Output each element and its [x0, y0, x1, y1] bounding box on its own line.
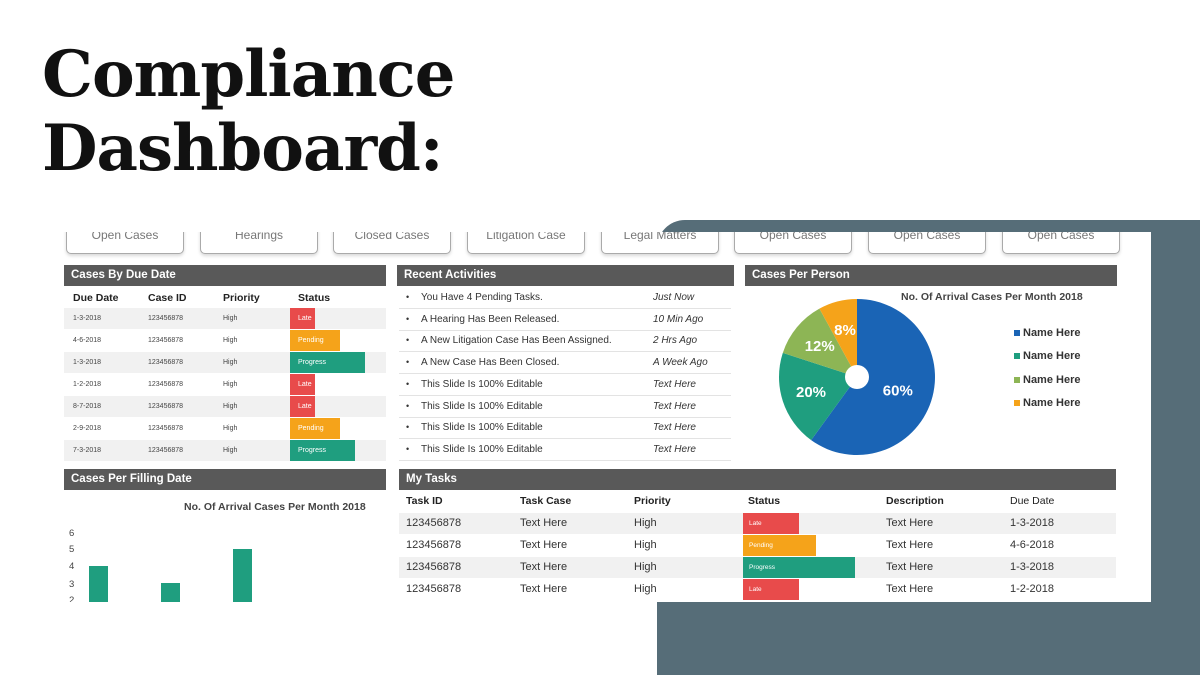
status-badge: Pending: [290, 418, 340, 439]
pie-slice: [819, 299, 857, 377]
task-col-status: Status: [748, 495, 781, 507]
pie-chart-title: No. Of Arrival Cases Per Month 2018: [901, 291, 1083, 303]
activity-item: • A New Litigation Case Has Been Assigned…: [399, 330, 731, 352]
pie-value-label: 12%: [805, 338, 835, 355]
slide-title-line1: Compliance: [42, 37, 455, 112]
due-row: 2-9-2018 123456878 High Pending: [64, 418, 386, 439]
due-col-case-id: Case ID: [148, 292, 187, 304]
tab-legal-matters[interactable]: Legal Matters: [601, 232, 719, 254]
bar: [89, 566, 108, 602]
status-badge: Progress: [290, 352, 365, 373]
activity-item: • This Slide Is 100% Editable Text Here: [399, 396, 731, 418]
y-tick-label: 3: [69, 579, 75, 590]
status-badge: Late: [290, 396, 315, 417]
tab-open-cases-3[interactable]: Open Cases: [868, 232, 986, 254]
status-badge: Late: [290, 308, 315, 329]
due-row: 1-2-2018 123456878 High Late: [64, 374, 386, 395]
due-col-priority: Priority: [223, 292, 260, 304]
tab-open-cases-2[interactable]: Open Cases: [734, 232, 852, 254]
status-badge: Progress: [290, 440, 355, 461]
pie-slice: [779, 352, 857, 441]
pie-slice: [811, 299, 935, 455]
slide-title: Compliance Dashboard:: [42, 37, 455, 186]
task-col-case: Task Case: [520, 495, 572, 507]
task-row: 123456878 Text Here High Progress Text H…: [399, 557, 1116, 578]
tab-hearings[interactable]: Hearings: [200, 232, 318, 254]
due-row: 7-3-2018 123456878 High Progress: [64, 440, 386, 461]
legend-item: Name Here: [1014, 374, 1080, 386]
legend-swatch: [1014, 353, 1020, 360]
task-col-description: Description: [886, 495, 944, 507]
activity-item: • This Slide Is 100% Editable Text Here: [399, 374, 731, 396]
activity-item: • A Hearing Has Been Released. 10 Min Ago: [399, 309, 731, 331]
due-row: 8-7-2018 123456878 High Late: [64, 396, 386, 417]
pie-value-label: 20%: [796, 384, 826, 401]
status-badge: Late: [290, 374, 315, 395]
legend-item: Name Here: [1014, 350, 1080, 362]
task-row: 123456878 Text Here High Late Text Here …: [399, 579, 1116, 600]
task-row: 123456878 Text Here High Late Text Here …: [399, 513, 1116, 534]
filing-date-header: Cases Per Filling Date: [64, 469, 386, 490]
due-row: 4-6-2018 123456878 High Pending: [64, 330, 386, 351]
status-badge: Progress: [743, 557, 855, 578]
slide-title-line2: Dashboard:: [42, 111, 444, 186]
pie-center-hole: [845, 365, 869, 389]
pie-slice: [782, 308, 857, 377]
legend-item: Name Here: [1014, 327, 1080, 339]
bar: [233, 549, 252, 602]
task-col-id: Task ID: [406, 495, 443, 507]
tab-open-cases[interactable]: Open Cases: [66, 232, 184, 254]
recent-activities-header: Recent Activities: [397, 265, 734, 286]
legend-swatch: [1014, 400, 1020, 407]
task-col-priority: Priority: [634, 495, 671, 507]
status-badge: Pending: [290, 330, 340, 351]
due-row: 1-3-2018 123456878 High Late: [64, 308, 386, 329]
due-row: 1-3-2018 123456878 High Progress: [64, 352, 386, 373]
task-row: 123456878 Text Here High Pending Text He…: [399, 535, 1116, 556]
pie-value-label: 8%: [834, 322, 856, 339]
bar: [161, 583, 180, 602]
pie-chart: 60% 20% 12%8%: [779, 299, 935, 455]
legend-swatch: [1014, 377, 1020, 384]
status-badge: Pending: [743, 535, 816, 556]
activity-item: • A New Case Has Been Closed. A Week Ago: [399, 352, 731, 374]
status-badge: Late: [743, 513, 799, 534]
dashboard-screenshot: Open Cases Hearings Closed Cases Litigat…: [56, 232, 1151, 602]
task-col-due-date: Due Date: [1010, 495, 1055, 507]
y-tick-label: 2: [69, 595, 75, 602]
y-tick-label: 4: [69, 561, 75, 572]
tab-open-cases-4[interactable]: Open Cases: [1002, 232, 1120, 254]
due-date-panel-header: Cases By Due Date: [64, 265, 386, 286]
activity-item: • You Have 4 Pending Tasks. Just Now: [399, 287, 731, 309]
y-tick-label: 6: [69, 528, 75, 539]
due-col-status: Status: [298, 292, 331, 304]
my-tasks-header: My Tasks: [399, 469, 1116, 490]
cases-per-person-header: Cases Per Person: [745, 265, 1117, 286]
pie-value-label: 60%: [883, 382, 913, 399]
activity-item: • This Slide Is 100% Editable Text Here: [399, 417, 731, 439]
y-tick-label: 5: [69, 544, 75, 555]
activity-item: • This Slide Is 100% Editable Text Here: [399, 439, 731, 461]
tab-litigation-case[interactable]: Litigation Case: [467, 232, 585, 254]
legend-swatch: [1014, 330, 1020, 337]
status-badge: Late: [743, 579, 799, 600]
due-col-date: Due Date: [73, 292, 119, 304]
bar-chart-title: No. Of Arrival Cases Per Month 2018: [184, 501, 366, 513]
legend-item: Name Here: [1014, 397, 1080, 409]
tab-closed-cases[interactable]: Closed Cases: [333, 232, 451, 254]
